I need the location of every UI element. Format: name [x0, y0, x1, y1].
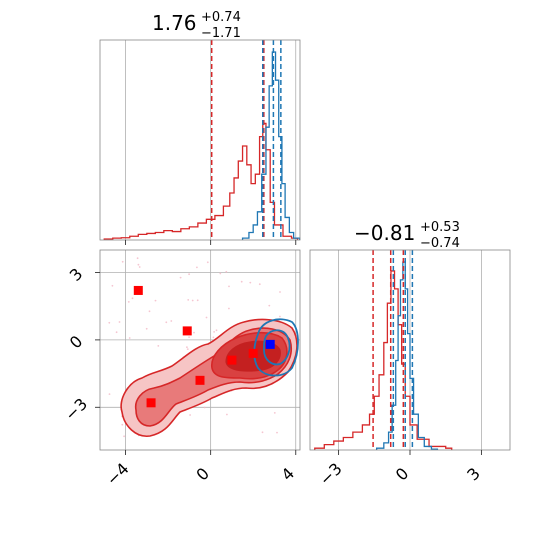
marginal-histogram-y: −0.81 +0.53 −0.74 −3 0 3 — [309, 220, 511, 489]
panel1-frame — [99, 39, 301, 241]
blue-contour-inner — [263, 329, 291, 366]
panel3-title-value: −0.81 — [354, 221, 415, 245]
sample-point — [196, 299, 199, 302]
sample-point — [179, 276, 182, 279]
sample-point — [279, 291, 281, 293]
panel3-hist-red — [314, 270, 453, 450]
sample-point — [118, 321, 121, 323]
panel3-title-lower-error: −0.74 — [420, 236, 460, 251]
sample-point — [121, 423, 124, 426]
red-square-marker — [227, 355, 237, 365]
sample-point — [128, 337, 131, 339]
red-square-marker — [195, 375, 205, 385]
sample-point — [187, 299, 190, 301]
sample-point — [188, 273, 191, 276]
sample-point — [121, 260, 124, 263]
sample-point — [137, 263, 140, 266]
red-square-marker — [248, 348, 258, 358]
blue-contour-outer — [253, 318, 299, 377]
marginal-histogram-x: 1.76 +0.74 −1.71 — [99, 10, 301, 245]
sample-point — [273, 412, 276, 414]
sample-point — [111, 284, 114, 287]
sample-point — [148, 310, 151, 313]
red-square-marker — [182, 326, 192, 336]
panel2-frame — [99, 249, 301, 451]
sample-point — [186, 348, 189, 350]
sample-point — [123, 435, 125, 438]
panel1-title-upper-error: +0.74 — [201, 10, 241, 25]
sample-point — [186, 346, 188, 349]
sample-point — [276, 431, 278, 434]
sample-point — [268, 304, 271, 307]
panel2-xtick-label: 0 — [192, 464, 213, 485]
red-square-marker — [146, 398, 156, 408]
sample-point — [188, 336, 191, 338]
panel1-title-lower-error: −1.71 — [201, 26, 241, 41]
sample-point — [170, 320, 173, 322]
panel3-xtick-label: 0 — [392, 464, 413, 485]
sample-point — [203, 406, 206, 409]
sample-point — [225, 270, 228, 273]
sample-point — [205, 316, 208, 319]
panel3-xtick-label: 3 — [463, 464, 484, 485]
panel3-hist-blue — [376, 261, 439, 450]
sample-point — [226, 413, 228, 416]
panel1-hist-blue — [241, 51, 301, 240]
sample-point — [138, 266, 141, 268]
sample-point — [219, 272, 222, 275]
sample-point — [249, 281, 252, 284]
panel3-xtick-label: −3 — [316, 459, 346, 489]
sample-point — [108, 393, 111, 395]
red-square-marker — [133, 285, 143, 295]
sample-point — [213, 331, 216, 333]
sample-point — [240, 280, 243, 283]
panel1-title-value: 1.76 — [152, 11, 197, 35]
sample-point — [196, 266, 198, 269]
sample-point — [115, 331, 118, 334]
sample-point — [131, 297, 134, 300]
sample-point — [215, 329, 218, 332]
sample-point — [145, 327, 148, 330]
sample-point — [193, 331, 195, 334]
panel2-xtick-label: −4 — [103, 459, 133, 489]
sample-point — [279, 315, 281, 318]
sample-point — [206, 261, 209, 264]
sample-point — [165, 321, 168, 324]
sample-point — [127, 301, 130, 303]
sample-point — [154, 299, 157, 302]
sample-point — [108, 321, 111, 324]
sample-point — [191, 299, 194, 302]
panel2-ytick-label: 0 — [66, 332, 87, 353]
panel1-hist-red — [103, 122, 299, 240]
blue-square-marker — [265, 339, 275, 349]
sample-point — [228, 285, 230, 288]
joint-contour-panel: −4 0 4 3 0 −3 — [61, 249, 301, 489]
blue-contours — [253, 318, 299, 377]
sample-point — [136, 257, 139, 260]
panel2-ytick-label: −3 — [61, 394, 91, 424]
panel3-title-upper-error: +0.53 — [420, 220, 460, 235]
sample-point — [261, 431, 264, 434]
sample-point — [258, 283, 261, 286]
sample-point — [157, 345, 160, 347]
sample-point — [228, 307, 230, 310]
red-contours — [120, 318, 298, 437]
sample-point — [189, 414, 192, 416]
sample-point — [212, 336, 215, 339]
panel2-ytick-label: 3 — [66, 264, 87, 285]
panel2-xtick-label: 4 — [278, 464, 299, 485]
